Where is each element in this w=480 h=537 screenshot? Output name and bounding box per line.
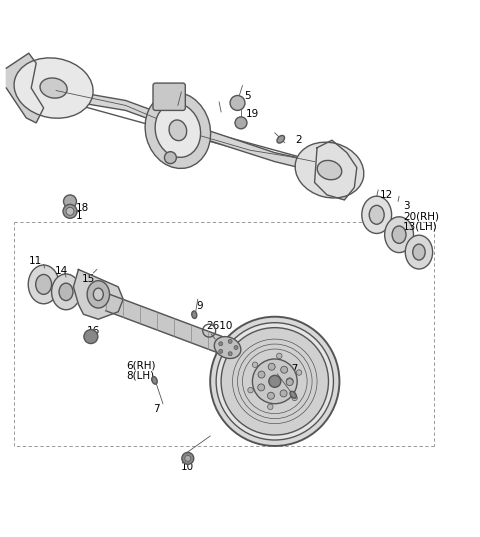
- Circle shape: [210, 317, 339, 446]
- Ellipse shape: [59, 283, 73, 301]
- Text: 4: 4: [173, 87, 180, 97]
- Circle shape: [230, 96, 245, 111]
- Text: 20(RH): 20(RH): [403, 211, 439, 221]
- Circle shape: [248, 388, 253, 393]
- Circle shape: [63, 205, 77, 219]
- Circle shape: [221, 328, 328, 435]
- Ellipse shape: [169, 120, 187, 141]
- Polygon shape: [40, 85, 332, 175]
- Circle shape: [276, 353, 282, 359]
- Polygon shape: [314, 140, 357, 200]
- Ellipse shape: [40, 78, 67, 98]
- Ellipse shape: [51, 274, 81, 310]
- Text: 6(RH): 6(RH): [127, 360, 156, 371]
- Text: 3: 3: [403, 201, 409, 212]
- Ellipse shape: [214, 337, 241, 359]
- Polygon shape: [73, 270, 123, 319]
- Circle shape: [216, 323, 334, 440]
- Ellipse shape: [413, 244, 425, 260]
- Circle shape: [280, 390, 287, 397]
- Circle shape: [235, 117, 247, 129]
- Ellipse shape: [295, 142, 364, 198]
- Ellipse shape: [192, 311, 197, 318]
- Text: 2610: 2610: [206, 321, 233, 331]
- Circle shape: [281, 366, 288, 373]
- Circle shape: [268, 363, 275, 370]
- Circle shape: [286, 379, 293, 386]
- Text: 17: 17: [286, 364, 299, 374]
- Circle shape: [269, 375, 281, 387]
- Text: 15: 15: [82, 274, 95, 285]
- Circle shape: [286, 378, 293, 385]
- Circle shape: [258, 371, 265, 378]
- FancyBboxPatch shape: [153, 83, 185, 111]
- Ellipse shape: [362, 196, 392, 234]
- Text: 18: 18: [76, 204, 89, 213]
- Ellipse shape: [152, 376, 157, 384]
- Circle shape: [66, 207, 74, 215]
- Text: 9: 9: [196, 301, 203, 311]
- Circle shape: [228, 339, 232, 343]
- Circle shape: [84, 330, 98, 344]
- Circle shape: [267, 392, 275, 399]
- Ellipse shape: [145, 92, 211, 169]
- Ellipse shape: [36, 274, 51, 294]
- Text: 1: 1: [76, 211, 83, 221]
- Text: 2: 2: [296, 135, 302, 145]
- Text: 16: 16: [87, 325, 100, 336]
- Circle shape: [296, 370, 302, 375]
- Text: 7: 7: [153, 404, 160, 413]
- Circle shape: [292, 395, 297, 401]
- Circle shape: [258, 384, 264, 391]
- Text: 5: 5: [244, 91, 251, 100]
- Text: 11: 11: [29, 256, 42, 266]
- Ellipse shape: [392, 226, 406, 243]
- Circle shape: [182, 453, 194, 465]
- Circle shape: [267, 404, 273, 410]
- Circle shape: [252, 359, 297, 404]
- Ellipse shape: [28, 265, 59, 304]
- Ellipse shape: [369, 205, 384, 224]
- Circle shape: [219, 342, 223, 346]
- Ellipse shape: [384, 217, 413, 252]
- Circle shape: [234, 345, 238, 350]
- Ellipse shape: [14, 58, 93, 118]
- Circle shape: [185, 455, 191, 461]
- Text: 18: 18: [231, 100, 244, 111]
- Polygon shape: [6, 53, 44, 123]
- Ellipse shape: [155, 103, 201, 157]
- Circle shape: [252, 362, 258, 367]
- Ellipse shape: [93, 288, 103, 301]
- Ellipse shape: [317, 161, 342, 180]
- Ellipse shape: [405, 235, 432, 269]
- Circle shape: [219, 350, 223, 353]
- Circle shape: [165, 151, 176, 164]
- Ellipse shape: [290, 391, 296, 398]
- Text: 14: 14: [55, 266, 68, 276]
- Ellipse shape: [277, 135, 285, 143]
- Text: 19: 19: [246, 109, 259, 119]
- Ellipse shape: [87, 281, 109, 308]
- Polygon shape: [106, 293, 225, 355]
- Circle shape: [63, 195, 76, 208]
- Text: 8(LH): 8(LH): [127, 371, 155, 380]
- Text: 10: 10: [181, 462, 194, 472]
- Circle shape: [228, 352, 232, 355]
- Text: 13(LH): 13(LH): [403, 221, 438, 231]
- Text: 12: 12: [380, 190, 394, 200]
